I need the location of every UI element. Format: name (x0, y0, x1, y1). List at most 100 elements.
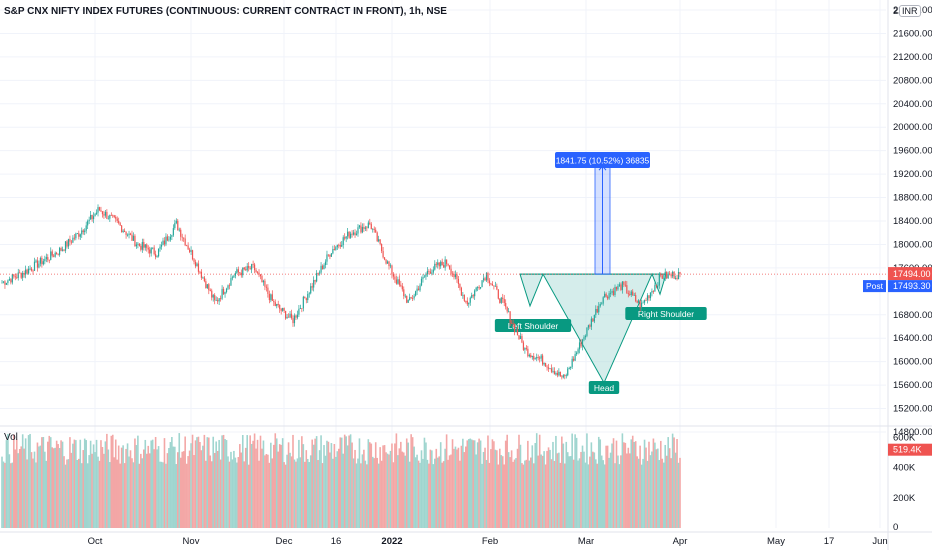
candle-body (227, 285, 229, 289)
volume-bar (597, 436, 600, 528)
volume-bar (574, 434, 576, 528)
candle-body (516, 329, 519, 336)
volume-bar (637, 458, 640, 528)
volume-bar (553, 460, 556, 528)
candle-body (500, 297, 502, 303)
candle-body (438, 262, 440, 267)
price-tick-label: 14800.00 (893, 427, 932, 438)
candle-body (513, 323, 516, 332)
volume-bar (200, 450, 203, 528)
volume-bar (527, 440, 529, 528)
head-and-shoulders-pattern[interactable]: Left Shoulder Head Right Shoulder (494, 272, 707, 394)
right-shoulder-label[interactable]: Right Shoulder (625, 307, 707, 320)
volume-bar (318, 450, 321, 528)
candle-body (388, 261, 390, 267)
measure-label-bg (555, 152, 650, 168)
price-range-measure[interactable]: 1841.75 (10.52%) 36835 (555, 152, 650, 275)
volume-bar (306, 458, 309, 528)
price-tick-label: 18000.00 (893, 239, 932, 250)
volume-bar (326, 440, 328, 528)
volume-bar (188, 450, 191, 528)
candle-body (339, 245, 341, 247)
volume-bar (339, 437, 342, 528)
volume-bar (107, 449, 110, 528)
candle-body (605, 293, 607, 297)
candle-body (360, 225, 362, 233)
candle-body (317, 273, 319, 274)
candle-body (389, 265, 392, 267)
candle-body (661, 275, 663, 279)
volume-bar (278, 444, 281, 528)
candle-body (392, 274, 395, 277)
volume-bar (620, 455, 622, 528)
volume-bar (612, 438, 615, 528)
left-shoulder-label[interactable]: Left Shoulder (494, 319, 572, 332)
candle-body (255, 270, 257, 272)
candle-body (434, 263, 436, 270)
candle-body (150, 247, 152, 254)
volume-bar (57, 444, 59, 528)
candle-body (149, 249, 151, 254)
price-tick-label: 19600.00 (893, 146, 932, 157)
candle-body (468, 302, 470, 305)
volume-bar (565, 441, 568, 528)
volume-bar (205, 460, 207, 528)
head-label[interactable]: Head (588, 381, 620, 394)
volume-bar (371, 456, 374, 528)
candle-body (525, 347, 527, 349)
candle-body (536, 357, 538, 359)
candle-body (215, 300, 217, 301)
candle-body (16, 277, 18, 279)
candle-body (673, 271, 675, 279)
candle-body (472, 295, 474, 297)
candle-body (175, 220, 177, 224)
volume-bar (91, 453, 93, 528)
volume-bar (482, 451, 485, 528)
volume-bar (295, 461, 297, 528)
candle-body (225, 288, 228, 293)
candle-body (205, 281, 207, 289)
volume-tick-label: 0 (893, 522, 898, 533)
volume-bar (643, 439, 646, 528)
price-axis[interactable]: 22000.0021600.0021200.0020800.0020400.00… (893, 5, 932, 438)
volume-bar (438, 456, 441, 528)
candle-body (324, 261, 327, 266)
volume-bar (475, 454, 477, 528)
candle-body (633, 295, 635, 296)
volume-bar (366, 464, 368, 528)
volume-bar (15, 439, 18, 528)
candle-body (460, 287, 462, 296)
volume-bar (44, 451, 46, 528)
volume-bar (264, 455, 266, 528)
volume-bar (141, 458, 144, 528)
candle-body (60, 248, 62, 251)
candle-body (59, 248, 61, 255)
volume-bar (550, 459, 553, 528)
volume-bar (394, 443, 396, 528)
candle-body (490, 283, 492, 285)
volume-bar (383, 445, 386, 528)
candle-body (160, 244, 163, 247)
volume-bar (337, 448, 340, 528)
candle-body (422, 277, 424, 279)
candle-body (169, 236, 171, 240)
candle-body (604, 293, 606, 298)
currency-badge[interactable]: INR (899, 5, 921, 17)
candle-body (245, 269, 247, 271)
volume-bar (496, 450, 498, 528)
candle-body (162, 240, 164, 245)
volume-bar (250, 443, 253, 528)
candle-body (663, 278, 665, 280)
candle-body (448, 265, 451, 269)
time-tick-label: Oct (88, 536, 103, 547)
volume-bar (286, 454, 288, 528)
candle-body (581, 339, 584, 347)
candle-body (20, 273, 22, 278)
candle-body (116, 218, 118, 221)
candle-body (237, 269, 239, 273)
candle-body (242, 267, 244, 276)
time-axis[interactable]: Oct Nov Dec 16 2022 Feb Mar Apr May 17 Jun (88, 536, 888, 547)
volume-bar (352, 458, 355, 528)
